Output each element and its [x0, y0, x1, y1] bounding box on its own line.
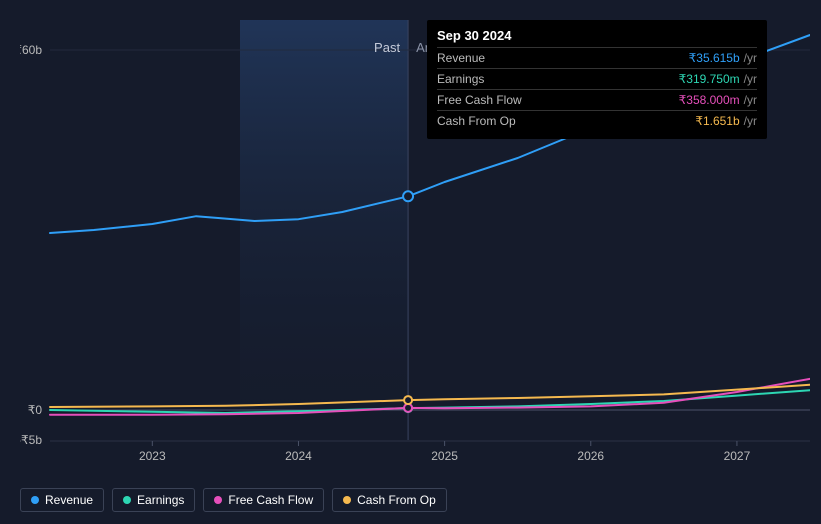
y-tick-label: ₹60b	[20, 43, 42, 57]
tooltip-row-label: Cash From Op	[437, 114, 516, 128]
tooltip-row-label: Revenue	[437, 51, 485, 65]
tooltip-row-value: ₹1.651b	[695, 114, 739, 128]
tooltip-row: Revenue ₹35.615b/yr	[437, 47, 757, 68]
series-marker-revenue	[403, 191, 413, 201]
series-line-fcf	[50, 379, 810, 415]
tooltip-row-unit: /yr	[744, 51, 757, 65]
x-tick-label: 2026	[577, 449, 604, 463]
tooltip-date: Sep 30 2024	[437, 28, 757, 43]
tooltip-rows: Revenue₹35.615b/yrEarnings₹319.750m/yrFr…	[437, 47, 757, 131]
chart-legend: Revenue Earnings Free Cash Flow Cash From O…	[20, 488, 447, 512]
x-tick-label: 2027	[724, 449, 751, 463]
x-tick-label: 2023	[139, 449, 166, 463]
past-label: Past	[374, 40, 400, 55]
tooltip-row-label: Earnings	[437, 72, 484, 86]
tooltip-row-value: ₹319.750m	[679, 72, 740, 86]
tooltip-row: Free Cash Flow ₹358.000m/yr	[437, 89, 757, 110]
x-tick-label: 2024	[285, 449, 312, 463]
legend-label: Cash From Op	[357, 493, 436, 507]
tooltip-row-value: ₹358.000m	[679, 93, 740, 107]
legend-item-fcf[interactable]: Free Cash Flow	[203, 488, 324, 512]
y-tick-label: ₹0	[28, 403, 43, 417]
tooltip-row-unit: /yr	[744, 72, 757, 86]
tooltip-row-unit: /yr	[744, 114, 757, 128]
tooltip-row-value: ₹35.615b	[689, 51, 740, 65]
x-tick-label: 2025	[431, 449, 458, 463]
legend-label: Revenue	[45, 493, 93, 507]
past-shade	[240, 20, 408, 440]
legend-item-cfo[interactable]: Cash From Op	[332, 488, 447, 512]
legend-label: Earnings	[137, 493, 184, 507]
legend-dot-icon	[31, 496, 39, 504]
tooltip-row-unit: /yr	[744, 93, 757, 107]
legend-item-earnings[interactable]: Earnings	[112, 488, 195, 512]
series-marker-cfo	[404, 396, 412, 404]
legend-dot-icon	[123, 496, 131, 504]
legend-dot-icon	[214, 496, 222, 504]
series-line-cfo	[50, 385, 810, 407]
tooltip-row: Earnings ₹319.750m/yr	[437, 68, 757, 89]
y-tick-label: -₹5b	[20, 433, 42, 447]
tooltip-row: Cash From Op ₹1.651b/yr	[437, 110, 757, 131]
legend-dot-icon	[343, 496, 351, 504]
legend-item-revenue[interactable]: Revenue	[20, 488, 104, 512]
legend-label: Free Cash Flow	[228, 493, 313, 507]
chart-tooltip: Sep 30 2024 Revenue ₹35.615b/yr Earnings ₹3…	[427, 20, 767, 139]
tooltip-row-label: Free Cash Flow	[437, 93, 522, 107]
